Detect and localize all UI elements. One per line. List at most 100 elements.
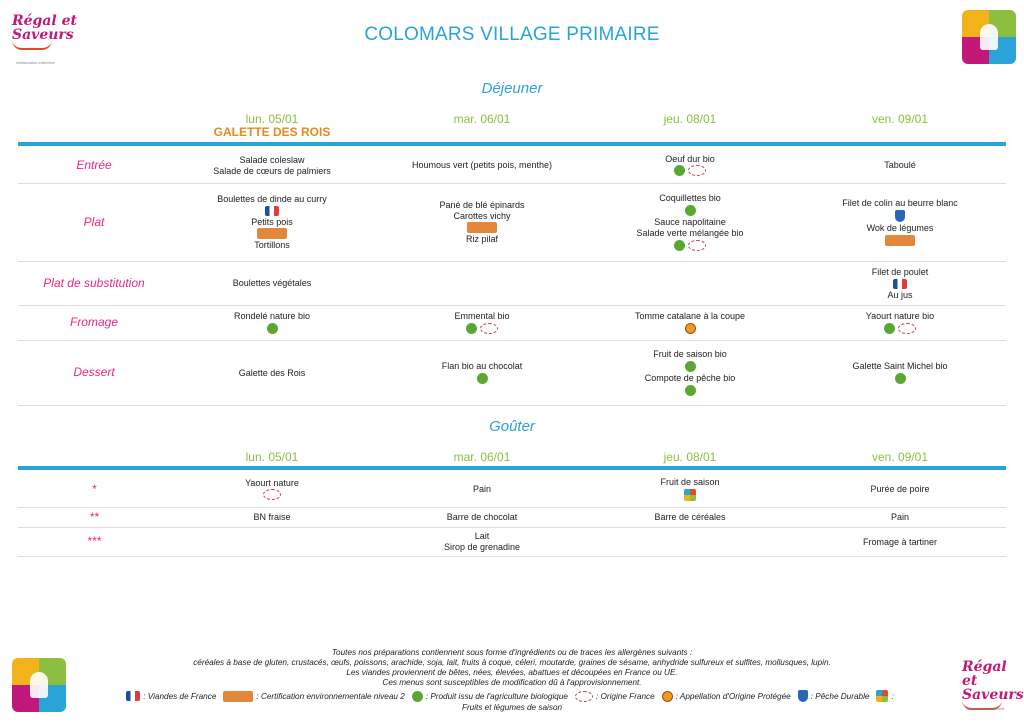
hve-icon <box>467 222 497 234</box>
menu-item: Au jus <box>887 289 913 300</box>
dejeuner-cell-2-1 <box>382 262 582 305</box>
dejeuner-cell-1-1: Pané de blé épinards Carottes vichy Riz pi… <box>382 184 582 261</box>
menu-item: Filet de poulet <box>871 266 929 277</box>
hve-icon <box>257 228 287 240</box>
viandes-france-icon <box>893 278 907 289</box>
dejeuner-day-3: ven. 09/01 <box>871 112 929 126</box>
allergen-line-3: Ces menus sont susceptibles de modificat… <box>382 678 642 687</box>
dejeuner-cell-3-2: Tomme catalane à la coupe <box>590 306 790 340</box>
brand-tagline-top: restauration collective <box>16 60 55 65</box>
gouter-cell-1-3: Pain <box>800 508 1000 527</box>
brand-line2-b: Saveurs <box>962 687 1024 703</box>
peche-durable-icon <box>895 210 905 222</box>
gouter-cell-2-3: Fromage à tartiner <box>800 528 1000 556</box>
dejeuner-day-1: mar. 06/01 <box>453 112 511 126</box>
bio-icon <box>266 322 278 334</box>
origine-france-icon <box>688 239 706 251</box>
allergen-line-1: céréales à base de gluten, crustacés, œu… <box>193 658 831 667</box>
dejeuner-cell-2-2 <box>590 262 790 305</box>
menu-item: Fruit de saison <box>660 477 720 488</box>
dejeuner-row-label-1: Plat <box>83 214 105 229</box>
dejeuner-cell-4-2: Fruit de saison bio Compote de pêche bio <box>590 341 790 405</box>
menu-item: Sauce napolitaine <box>654 217 726 228</box>
menu-item: Riz pilaf <box>465 234 498 245</box>
menu-item: Tortillons <box>254 240 290 251</box>
menu-item: Emmental bio <box>454 311 510 322</box>
legend-label-5: : Pêche Durable <box>810 691 870 701</box>
gouter-cell-0-1: Pain <box>382 472 582 507</box>
menu-item: Pané de blé épinards <box>439 199 525 210</box>
menu-item: Barre de céréales <box>654 512 726 523</box>
aop-icon <box>684 322 696 334</box>
bio-icon <box>411 690 423 702</box>
section-title-gouter: Goûter <box>489 418 535 435</box>
menu-item: Pain <box>890 512 909 523</box>
menu-item: Fromage à tartiner <box>862 536 938 547</box>
dejeuner-cell-1-2: Coquillettes bio Sauce napolitaine Salade … <box>590 184 790 261</box>
brand-line1-b: Régal et <box>962 659 1007 689</box>
dejeuner-row-divider <box>18 261 1006 262</box>
menu-item: Coquillettes bio <box>659 193 721 204</box>
dejeuner-cell-1-3: Filet de colin au beurre blanc Wok de lég… <box>800 184 1000 261</box>
dejeuner-header-bar <box>18 142 1006 146</box>
dejeuner-row-label-3: Fromage <box>69 315 119 329</box>
gouter-cell-1-1: Barre de chocolat <box>382 508 582 527</box>
legend-label-2: : Produit issu de l'agriculture biologiq… <box>425 691 568 701</box>
peche-durable-icon <box>797 690 808 702</box>
menu-item: Carottes vichy <box>453 210 511 221</box>
menu-item: Rondelé nature bio <box>233 311 311 322</box>
dejeuner-day-0: lun. 05/01 <box>245 112 299 126</box>
dejeuner-cell-2-0: Boulettes végétales <box>172 262 372 305</box>
gouter-row-label-1: ** <box>89 509 99 524</box>
gouter-cell-0-3: Purée de poire <box>800 472 1000 507</box>
fork-spoon-logo-top-right <box>962 10 1016 64</box>
origine-france-icon <box>480 322 498 334</box>
dejeuner-cell-2-3: Filet de poulet Au jus <box>800 262 1000 305</box>
menu-item: Oeuf dur bio <box>665 153 715 164</box>
brand-line2: Saveurs <box>12 27 74 43</box>
bio-icon <box>684 205 696 217</box>
bio-icon <box>684 384 696 396</box>
legend-label-3: : Origine France <box>595 691 655 701</box>
gouter-header-bar <box>18 466 1006 470</box>
menu-item: Galette des Rois <box>238 367 306 378</box>
dejeuner-cell-3-0: Rondelé nature bio <box>172 306 372 340</box>
dejeuner-cell-0-3: Taboulé <box>800 148 1000 183</box>
dejeuner-cell-4-0: Galette des Rois <box>172 341 372 405</box>
page-title: COLOMARS VILLAGE PRIMAIRE <box>364 24 660 45</box>
bio-icon <box>466 322 477 334</box>
allergen-line-2: Les viandes proviennent de bêtes, nées, … <box>346 668 678 677</box>
allergen-line-0: Toutes nos préparations contiennent sous… <box>331 648 693 657</box>
aop-icon <box>661 690 673 702</box>
legend-label-0: : Viandes de France <box>143 691 217 701</box>
bio-icon <box>476 372 488 384</box>
dejeuner-row-label-2: Plat de substitution <box>43 275 145 290</box>
menu-item: Flan bio au chocolat <box>441 361 523 372</box>
bio-icon <box>674 239 685 251</box>
legend-tail: Fruits et légumes de saison <box>461 703 563 712</box>
menu-item: Fruit de saison bio <box>653 349 727 360</box>
dejeuner-day-2: jeu. 08/01 <box>663 112 717 126</box>
hve-icon <box>223 690 254 702</box>
gouter-cell-0-2: Fruit de saison <box>590 472 790 507</box>
fork-spoon-logo-bottom-left <box>12 658 66 712</box>
special-event-label: GALETTE DES ROIS <box>213 125 331 139</box>
legend-label-4: : Appellation d'Origine Protégée <box>675 691 791 701</box>
dejeuner-row-label-0: Entrée <box>76 157 112 172</box>
gouter-row-label-2: *** <box>86 534 101 548</box>
dejeuner-row-label-4: Dessert <box>73 365 115 379</box>
dejeuner-cell-0-1: Houmous vert (petits pois, menthe) <box>382 148 582 183</box>
legend-label-6: : <box>891 691 894 701</box>
menu-item: Sirop de grenadine <box>443 542 521 552</box>
gouter-cell-1-2: Barre de céréales <box>590 508 790 527</box>
dejeuner-row-divider <box>18 183 1006 184</box>
dejeuner-cell-1-0: Boulettes de dinde au curry Petits pois To… <box>172 184 372 261</box>
viandes-france-icon <box>126 691 141 701</box>
dejeuner-row-divider <box>18 340 1006 341</box>
menu-item: Wok de légumes <box>866 223 934 233</box>
gouter-row-divider <box>18 556 1006 557</box>
dejeuner-row-divider <box>18 405 1006 406</box>
gouter-cell-0-0: Yaourt nature <box>172 472 372 507</box>
gouter-cell-2-0 <box>172 528 372 556</box>
viandes-france-icon <box>265 205 279 216</box>
